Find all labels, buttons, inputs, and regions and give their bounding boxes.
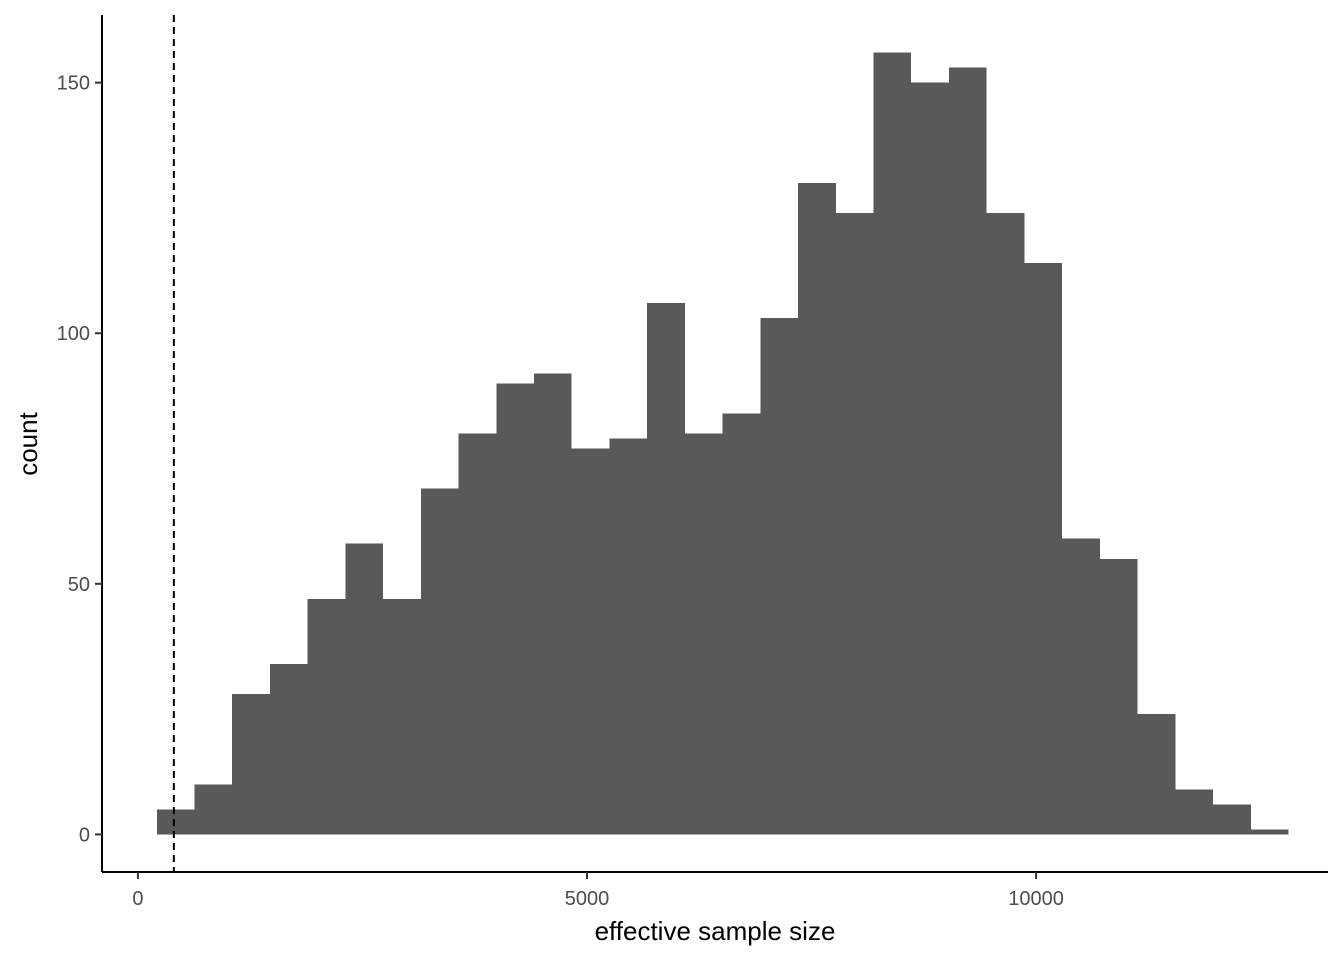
histogram-bar bbox=[986, 212, 1025, 835]
histogram-bar bbox=[534, 373, 572, 835]
histogram-bar bbox=[1062, 538, 1100, 835]
histogram-bar bbox=[194, 784, 233, 835]
histogram-bar bbox=[684, 433, 723, 835]
x-tick-label: 0 bbox=[132, 888, 143, 910]
histogram-bar bbox=[232, 694, 270, 835]
histogram-bar bbox=[1250, 829, 1289, 835]
histogram-bar bbox=[873, 52, 912, 835]
axes-group: 0 5000 10000 0 50 100 150 bbox=[57, 15, 1328, 910]
y-tick-label: 150 bbox=[57, 73, 90, 95]
histogram-bar bbox=[1137, 714, 1176, 835]
histogram-bar bbox=[458, 433, 497, 835]
histogram-bar bbox=[948, 67, 987, 835]
histogram-bar bbox=[1099, 558, 1138, 835]
histogram-bar bbox=[383, 598, 421, 835]
y-tick-label: 100 bbox=[57, 323, 90, 345]
bars-group bbox=[156, 52, 1289, 835]
histogram-bar bbox=[496, 383, 535, 835]
histogram-bar bbox=[1175, 789, 1214, 835]
histogram-bar bbox=[156, 809, 195, 835]
histogram-bar bbox=[722, 413, 761, 835]
y-axis-title: count bbox=[13, 411, 43, 475]
histogram-bar bbox=[420, 488, 459, 835]
histogram-bar bbox=[835, 212, 874, 835]
histogram-bar bbox=[345, 543, 384, 835]
histogram-bar bbox=[760, 318, 799, 835]
x-tick-label: 5000 bbox=[565, 888, 610, 910]
histogram-bar bbox=[798, 182, 836, 835]
histogram-bar bbox=[307, 598, 346, 835]
histogram-bar bbox=[609, 438, 648, 835]
histogram-bar bbox=[269, 664, 308, 835]
y-tick-label: 50 bbox=[68, 574, 90, 596]
histogram-bar bbox=[911, 82, 949, 835]
y-tick-label: 0 bbox=[79, 824, 90, 846]
x-axis-title: effective sample size bbox=[595, 916, 836, 946]
histogram-bar bbox=[1024, 263, 1063, 835]
histogram-bar bbox=[1213, 804, 1251, 835]
x-tick-label: 10000 bbox=[1008, 888, 1064, 910]
histogram-bar bbox=[571, 448, 610, 835]
histogram-bar bbox=[647, 303, 685, 835]
